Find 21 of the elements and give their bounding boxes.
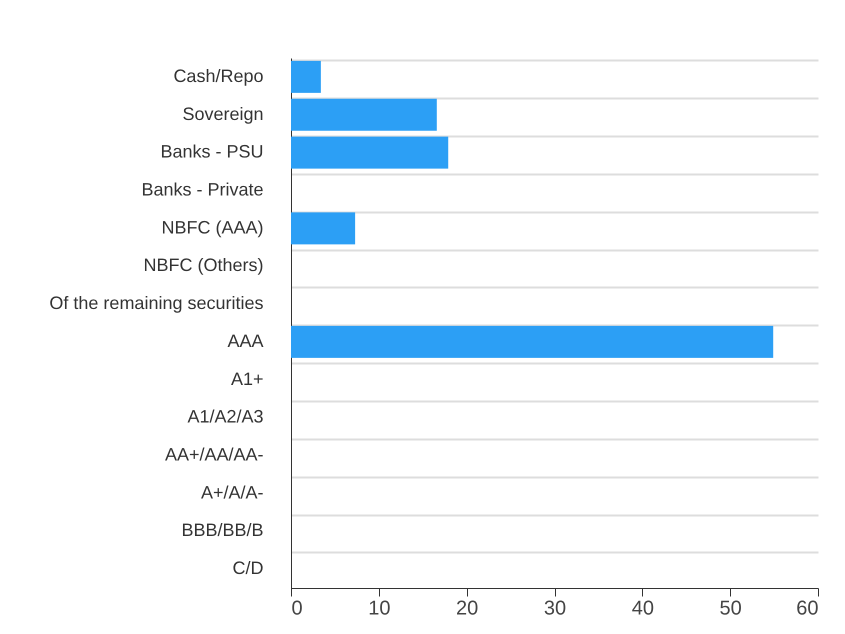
y-tick-label: Banks - Private: [141, 180, 264, 200]
x-tick-label: 0: [292, 598, 303, 620]
y-tick-label: A1/A2/A3: [187, 406, 264, 427]
y-tick-label: BBB/BB/B: [181, 520, 264, 540]
x-tick-label: 20: [456, 598, 478, 620]
y-tick-label: Sovereign: [182, 104, 264, 124]
y-tick-label: C/D: [232, 558, 264, 578]
y-tick-label: Banks - PSU: [160, 142, 264, 162]
y-tick-label: NBFC (AAA): [161, 217, 264, 238]
y-tick-label: NBFC (Others): [143, 255, 264, 276]
x-tick-label: 60: [796, 598, 818, 620]
x-tick-label: 10: [368, 598, 390, 620]
y-tick-label: Cash/Repo: [173, 66, 264, 86]
y-tick-label: AA+/AA/AA-: [164, 444, 264, 464]
y-tick-label: A1+: [230, 368, 264, 389]
x-tick-label: 40: [632, 598, 654, 620]
x-tick-label: 50: [720, 598, 742, 620]
y-tick-label: A+/A/A-: [200, 482, 264, 502]
y-tick-label: Of the remaining securities: [49, 293, 264, 314]
x-tick-label: 30: [544, 598, 566, 620]
y-tick-label: AAA: [227, 330, 264, 351]
